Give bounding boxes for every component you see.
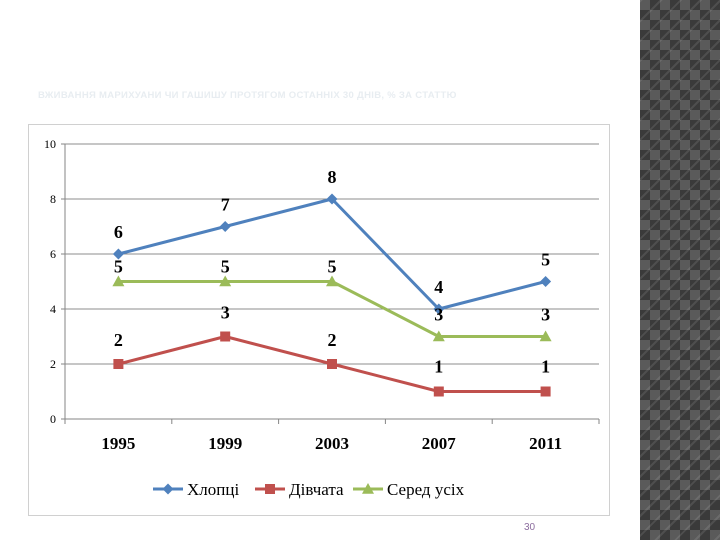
legend-label-1: Дівчата <box>289 480 344 499</box>
series-1-label-3: 1 <box>434 357 443 377</box>
line-chart: 0 2 4 6 8 10 1995 1999 2003 2007 2011 6 7 8 4 5 2 3 2 1 1 5 5… <box>44 137 600 499</box>
series-0-label-2: 8 <box>328 167 337 187</box>
series-0-label-4: 5 <box>541 250 550 270</box>
series-2-point-0 <box>112 275 125 287</box>
y-tick-label-2: 2 <box>50 357 56 371</box>
chart-frame: 0 2 4 6 8 10 1995 1999 2003 2007 2011 6 7 8 4 5 2 3 2 1 1 5 5… <box>28 124 610 516</box>
series-0-label-1: 7 <box>221 195 230 215</box>
series <box>112 193 552 397</box>
legend-label-0: Хлопці <box>187 480 239 499</box>
data-labels: 6 7 8 4 5 2 3 2 1 1 5 5 5 3 3 <box>114 167 550 377</box>
series-0-label-0: 6 <box>114 222 123 242</box>
series-0-point-3 <box>433 303 445 315</box>
legend-marker-0 <box>162 483 174 495</box>
y-tick-label-10: 10 <box>44 137 56 151</box>
legend-marker-1 <box>265 484 275 494</box>
series-2-label-1: 5 <box>221 257 230 277</box>
series-1-point-1 <box>220 331 231 342</box>
series-0-point-1 <box>219 221 231 232</box>
series-1-point-2 <box>327 359 337 369</box>
series-0-point-4 <box>540 276 552 287</box>
series-1-label-1: 3 <box>221 303 230 323</box>
series-1-point-0 <box>113 359 124 369</box>
legend-label-2: Серед усіх <box>387 480 465 499</box>
x-tick-label-2007: 2007 <box>422 434 457 453</box>
series-2-point-3 <box>432 330 445 342</box>
series-1-label-0: 2 <box>114 330 123 350</box>
y-tick-label-6: 6 <box>50 247 56 261</box>
y-tick-label-0: 0 <box>50 412 56 426</box>
series-0-point-2 <box>326 193 338 205</box>
x-tick-label-2003: 2003 <box>315 434 349 453</box>
series-1-point-4 <box>540 386 551 397</box>
decorative-side-pattern <box>640 0 720 540</box>
series-1-label-4: 1 <box>541 357 550 377</box>
y-tick-label-4: 4 <box>50 302 56 316</box>
legend: Хлопці Дівчата Серед усіх <box>153 480 465 499</box>
series-2-label-3: 3 <box>434 305 443 325</box>
series-2-label-2: 5 <box>328 257 337 277</box>
series-1-point-3 <box>433 386 444 397</box>
gridlines <box>65 143 599 365</box>
series-2-label-0: 5 <box>114 257 123 277</box>
series-0-point-0 <box>112 248 124 260</box>
y-tick-label-8: 8 <box>50 192 56 206</box>
page-number: 30 <box>524 522 536 533</box>
x-tick-label-1999: 1999 <box>208 434 242 453</box>
series-2-point-4 <box>539 330 552 342</box>
x-tick-label-2011: 2011 <box>529 434 562 453</box>
slide-title: ВЖИВАННЯ МАРИХУАНИ ЧИ ГАШИШУ ПРОТЯГОМ ОС… <box>38 90 457 101</box>
series-2-point-1 <box>219 275 232 287</box>
legend-marker-2 <box>362 483 374 494</box>
axes: 0 2 4 6 8 10 1995 1999 2003 2007 2011 <box>44 137 600 453</box>
series-2-point-2 <box>326 275 338 287</box>
x-tick-label-1995: 1995 <box>101 434 135 453</box>
series-0-label-3: 4 <box>434 277 443 297</box>
series-1-label-2: 2 <box>328 330 337 350</box>
series-2-label-4: 3 <box>541 305 550 325</box>
